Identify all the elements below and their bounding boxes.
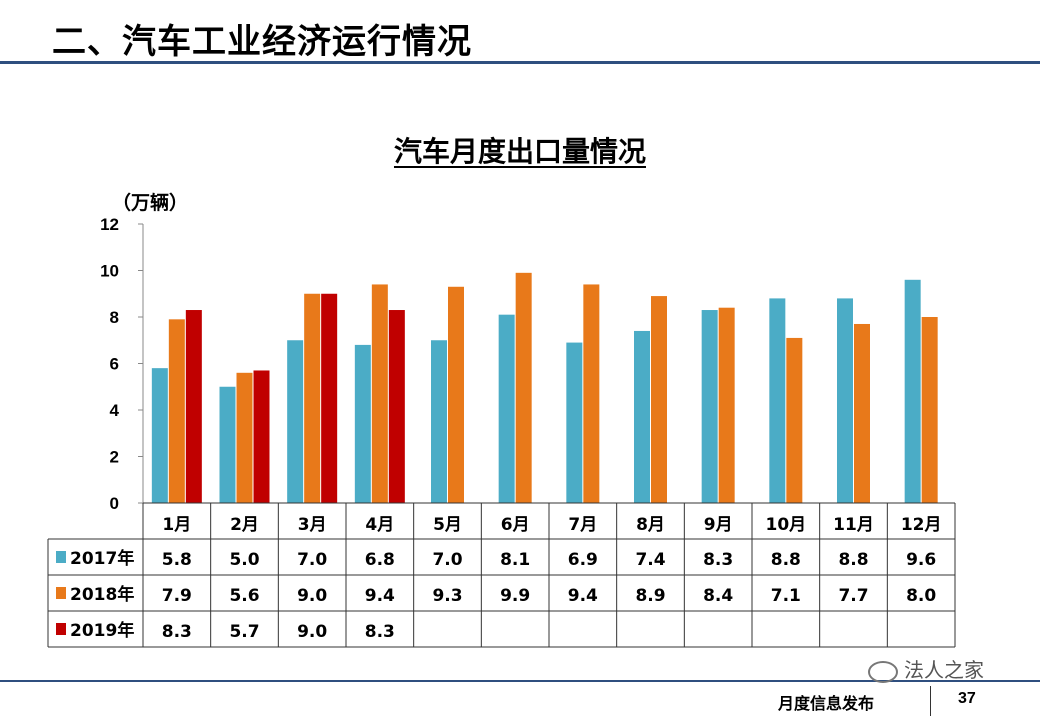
page-number: 37 bbox=[958, 690, 976, 707]
chart-title: 汽车月度出口量情况 bbox=[393, 135, 646, 168]
x-category-label: 2月 bbox=[230, 515, 259, 535]
data-cell-2018年-5月: 9.3 bbox=[432, 586, 462, 606]
bar-2018年-6月 bbox=[515, 272, 532, 503]
data-cell-2018年-7月: 9.4 bbox=[568, 586, 598, 606]
data-cell-2017年-7月: 6.9 bbox=[568, 550, 598, 570]
bar-2017年-2月 bbox=[219, 386, 236, 503]
legend-label: 2018年 bbox=[70, 584, 134, 605]
bar-2018年-9月 bbox=[718, 307, 735, 503]
bar-2017年-9月 bbox=[701, 310, 718, 503]
x-category-label: 11月 bbox=[833, 515, 874, 535]
bar-2017年-12月 bbox=[904, 279, 921, 503]
data-cell-2018年-12月: 8.0 bbox=[906, 586, 936, 606]
y-tick-label: 12 bbox=[100, 215, 119, 234]
bar-2018年-8月 bbox=[651, 296, 667, 503]
data-cell-2019年-3月: 9.0 bbox=[297, 622, 327, 642]
y-tick-label: 0 bbox=[110, 494, 119, 513]
y-axis-unit-label: （万辆） bbox=[112, 192, 189, 214]
data-cell-2018年-9月: 8.4 bbox=[703, 586, 733, 606]
data-cell-2017年-10月: 8.8 bbox=[771, 550, 801, 570]
data-cell-2018年-1月: 7.9 bbox=[162, 586, 192, 606]
bar-2019年-3月 bbox=[321, 293, 338, 503]
slide-title: 二、汽车工业经济运行情况 bbox=[52, 22, 472, 62]
legend-swatch-2017年 bbox=[56, 551, 66, 563]
footer-separator bbox=[930, 686, 931, 716]
bar-2018年-2月 bbox=[236, 372, 253, 503]
wechat-icon bbox=[868, 660, 898, 683]
data-cell-2017年-4月: 6.8 bbox=[365, 550, 395, 570]
bar-2017年-3月 bbox=[287, 340, 304, 503]
x-category-label: 6月 bbox=[501, 515, 530, 535]
data-cell-2018年-8月: 8.9 bbox=[635, 586, 665, 606]
bar-2019年-2月 bbox=[253, 370, 270, 503]
x-category-label: 3月 bbox=[298, 515, 327, 535]
data-cell-2017年-8月: 7.4 bbox=[635, 550, 665, 570]
data-cell-2017年-5月: 7.0 bbox=[432, 550, 462, 570]
bar-2018年-4月 bbox=[371, 284, 388, 503]
footer-divider bbox=[0, 680, 1040, 682]
watermark: 法人之家 bbox=[868, 654, 984, 683]
bar-2017年-10月 bbox=[769, 298, 786, 503]
bar-2018年-5月 bbox=[448, 286, 464, 503]
bar-2019年-1月 bbox=[185, 310, 202, 503]
legend-swatch-2019年 bbox=[56, 623, 66, 635]
bar-2017年-6月 bbox=[498, 314, 515, 503]
legend-swatch-2018年 bbox=[56, 587, 66, 599]
data-cell-2017年-6月: 8.1 bbox=[500, 550, 530, 570]
watermark-text: 法人之家 bbox=[904, 658, 984, 682]
bar-2018年-10月 bbox=[786, 337, 803, 503]
bar-2017年-8月 bbox=[634, 330, 650, 503]
data-cell-2018年-3月: 9.0 bbox=[297, 586, 327, 606]
data-cell-2017年-11月: 8.8 bbox=[838, 550, 868, 570]
x-category-label: 8月 bbox=[636, 515, 665, 535]
data-cell-2017年-3月: 7.0 bbox=[297, 550, 327, 570]
x-category-label: 7月 bbox=[568, 515, 597, 535]
data-cell-2018年-11月: 7.7 bbox=[838, 586, 868, 606]
bar-2018年-3月 bbox=[304, 293, 321, 503]
legend-label: 2017年 bbox=[70, 548, 134, 569]
bar-2017年-11月 bbox=[837, 298, 853, 503]
data-cell-2017年-9月: 8.3 bbox=[703, 550, 733, 570]
data-cell-2018年-4月: 9.4 bbox=[365, 586, 395, 606]
bar-2018年-7月 bbox=[583, 284, 600, 503]
data-cell-2018年-6月: 9.9 bbox=[500, 586, 530, 606]
bar-2017年-4月 bbox=[354, 344, 371, 503]
data-cell-2017年-2月: 5.0 bbox=[229, 550, 259, 570]
bar-2018年-1月 bbox=[168, 319, 185, 503]
x-category-label: 12月 bbox=[901, 515, 942, 535]
bar-2017年-1月 bbox=[151, 368, 168, 503]
x-category-label: 4月 bbox=[365, 515, 394, 535]
legend-label: 2019年 bbox=[70, 620, 134, 641]
x-category-label: 5月 bbox=[433, 515, 462, 535]
y-tick-label: 10 bbox=[100, 262, 119, 281]
bar-2019年-4月 bbox=[388, 310, 405, 503]
y-tick-label: 8 bbox=[110, 308, 119, 327]
footer-label: 月度信息发布 bbox=[778, 694, 875, 713]
data-cell-2017年-12月: 9.6 bbox=[906, 550, 936, 570]
bar-2018年-12月 bbox=[921, 317, 938, 503]
data-cell-2018年-2月: 5.6 bbox=[229, 586, 259, 606]
bar-2018年-11月 bbox=[854, 323, 870, 503]
data-cell-2019年-1月: 8.3 bbox=[162, 622, 192, 642]
y-tick-label: 4 bbox=[110, 401, 120, 420]
y-tick-label: 2 bbox=[110, 448, 119, 467]
x-category-label: 10月 bbox=[765, 515, 806, 535]
bar-2017年-7月 bbox=[566, 342, 583, 503]
data-cell-2018年-10月: 7.1 bbox=[771, 586, 801, 606]
x-category-label: 9月 bbox=[704, 515, 733, 535]
x-category-label: 1月 bbox=[162, 515, 191, 535]
data-cell-2017年-1月: 5.8 bbox=[162, 550, 192, 570]
y-tick-label: 6 bbox=[110, 355, 119, 374]
bar-2017年-5月 bbox=[431, 340, 447, 503]
data-cell-2019年-2月: 5.7 bbox=[229, 622, 259, 642]
data-cell-2019年-4月: 8.3 bbox=[365, 622, 395, 642]
title-divider bbox=[0, 61, 1040, 64]
